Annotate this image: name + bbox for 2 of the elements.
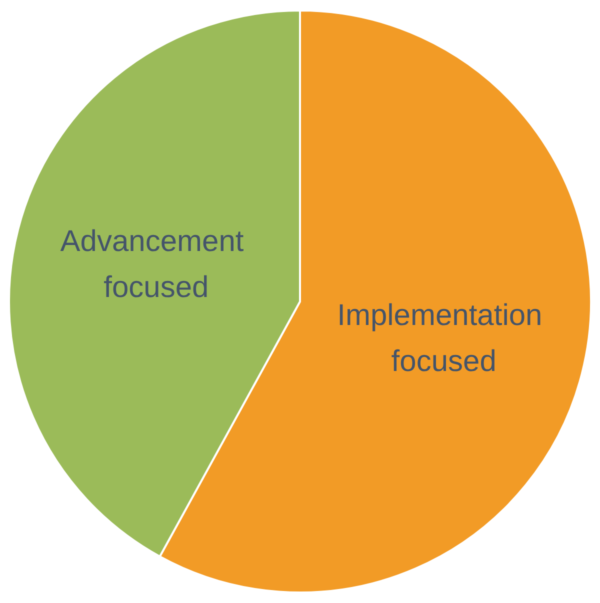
slice-label: Implementation focused [337, 298, 551, 378]
slice-label: Advancement focused [60, 225, 252, 304]
